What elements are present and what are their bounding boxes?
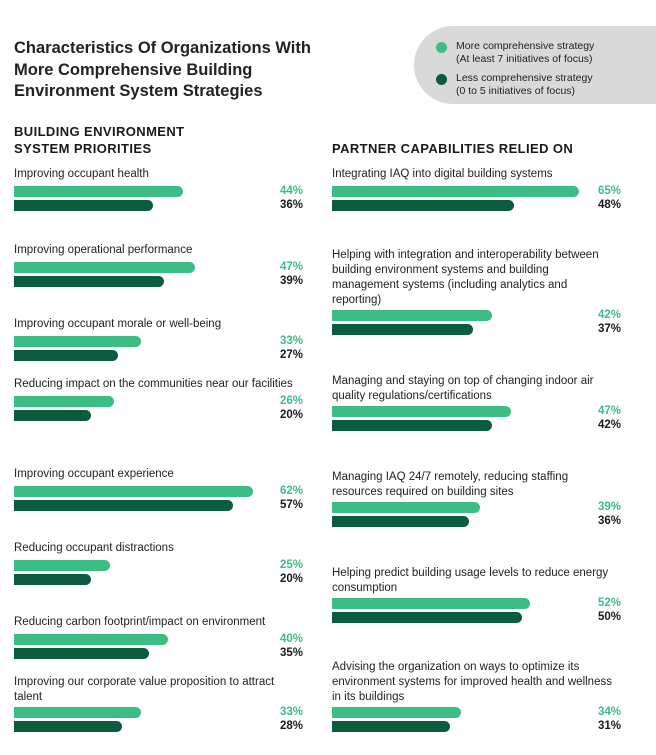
value-label-less: 28% — [279, 720, 303, 732]
category-label: Integrating IAQ into digital building sy… — [332, 168, 553, 180]
value-label-more: 47% — [597, 405, 621, 417]
bar-more — [332, 502, 481, 513]
value-label-less: 31% — [597, 720, 621, 732]
category-label: Improving occupant experience — [14, 468, 174, 480]
value-label-less: 50% — [597, 611, 621, 623]
bar-more — [14, 336, 142, 347]
category-label: Managing IAQ 24/7 remotely, reducing sta… — [332, 471, 569, 498]
value-label-more: 33% — [279, 335, 303, 347]
value-label-less: 20% — [279, 573, 303, 585]
legend-dot-less-icon — [436, 74, 447, 85]
value-label-less: 57% — [279, 499, 303, 511]
category-label: Improving occupant health — [14, 168, 149, 180]
category-label: Improving our corporate value propositio… — [14, 676, 275, 703]
bar-less — [332, 516, 469, 527]
left-section-title: BUILDING ENVIRONMENT SYSTEM PRIORITIES — [14, 124, 185, 156]
bar-less — [14, 410, 91, 421]
value-label-less: 27% — [279, 349, 303, 361]
bar-more — [14, 262, 195, 273]
value-label-less: 35% — [279, 647, 303, 659]
value-label-less: 36% — [597, 515, 621, 527]
bar-more — [14, 707, 142, 718]
bar-less — [14, 648, 149, 659]
category-label: Reducing occupant distractions — [14, 542, 174, 554]
category-label: Helping predict building usage levels to… — [332, 567, 609, 594]
value-label-more: 47% — [279, 261, 303, 273]
value-label-more: 34% — [597, 706, 621, 718]
category-label: Reducing carbon footprint/impact on envi… — [14, 616, 266, 628]
value-label-more: 42% — [597, 309, 621, 321]
bar-less — [14, 574, 91, 585]
value-label-more: 40% — [279, 633, 303, 645]
bar-less — [14, 200, 153, 211]
category-label: Helping with integration and interoperab… — [332, 249, 599, 306]
value-label-more: 65% — [597, 185, 621, 197]
bar-more — [332, 186, 579, 197]
category-label: Reducing impact on the communities near … — [14, 378, 293, 390]
legend-sublabel: (0 to 5 initiatives of focus) — [456, 85, 576, 97]
bar-more — [14, 560, 111, 571]
value-label-more: 25% — [279, 559, 303, 571]
page-title: Characteristics Of Organizations With Mo… — [14, 39, 311, 100]
value-label-more: 52% — [597, 597, 621, 609]
bar-less — [332, 612, 522, 623]
value-label-less: 37% — [597, 323, 621, 335]
bar-less — [332, 324, 473, 335]
bar-less — [14, 276, 165, 287]
value-label-less: 36% — [279, 199, 303, 211]
value-label-more: 26% — [279, 395, 303, 407]
legend: More comprehensive strategy (At least 7 … — [414, 26, 656, 104]
legend-sublabel: (At least 7 initiatives of focus) — [456, 53, 593, 65]
legend-label: Less comprehensive strategy — [456, 72, 593, 84]
bar-less — [14, 350, 118, 361]
value-label-less: 39% — [279, 275, 303, 287]
bar-less — [14, 500, 234, 511]
value-label-less: 42% — [597, 419, 621, 431]
bar-more — [332, 707, 462, 718]
value-label-more: 39% — [597, 501, 621, 513]
legend-label: More comprehensive strategy — [456, 40, 595, 52]
category-label: Improving occupant morale or well-being — [14, 318, 222, 330]
right-section-title: PARTNER CAPABILITIES RELIED ON — [332, 141, 574, 156]
bar-more — [332, 310, 492, 321]
category-label: Improving operational performance — [14, 244, 193, 256]
bar-less — [332, 420, 492, 431]
legend-dot-more-icon — [436, 42, 447, 53]
value-label-more: 44% — [279, 185, 303, 197]
bar-less — [332, 200, 515, 211]
bar-less — [332, 721, 450, 732]
bar-more — [332, 406, 511, 417]
bar-more — [14, 486, 253, 497]
value-label-more: 33% — [279, 706, 303, 718]
category-label: Managing and staying on top of changing … — [332, 375, 594, 402]
value-label-less: 20% — [279, 409, 303, 421]
bar-more — [14, 634, 168, 645]
value-label-less: 48% — [597, 199, 621, 211]
bar-more — [14, 396, 115, 407]
bar-more — [332, 598, 530, 609]
category-label: Advising the organization on ways to opt… — [332, 661, 612, 703]
value-label-more: 62% — [279, 485, 303, 497]
bar-more — [14, 186, 184, 197]
bar-less — [14, 721, 122, 732]
